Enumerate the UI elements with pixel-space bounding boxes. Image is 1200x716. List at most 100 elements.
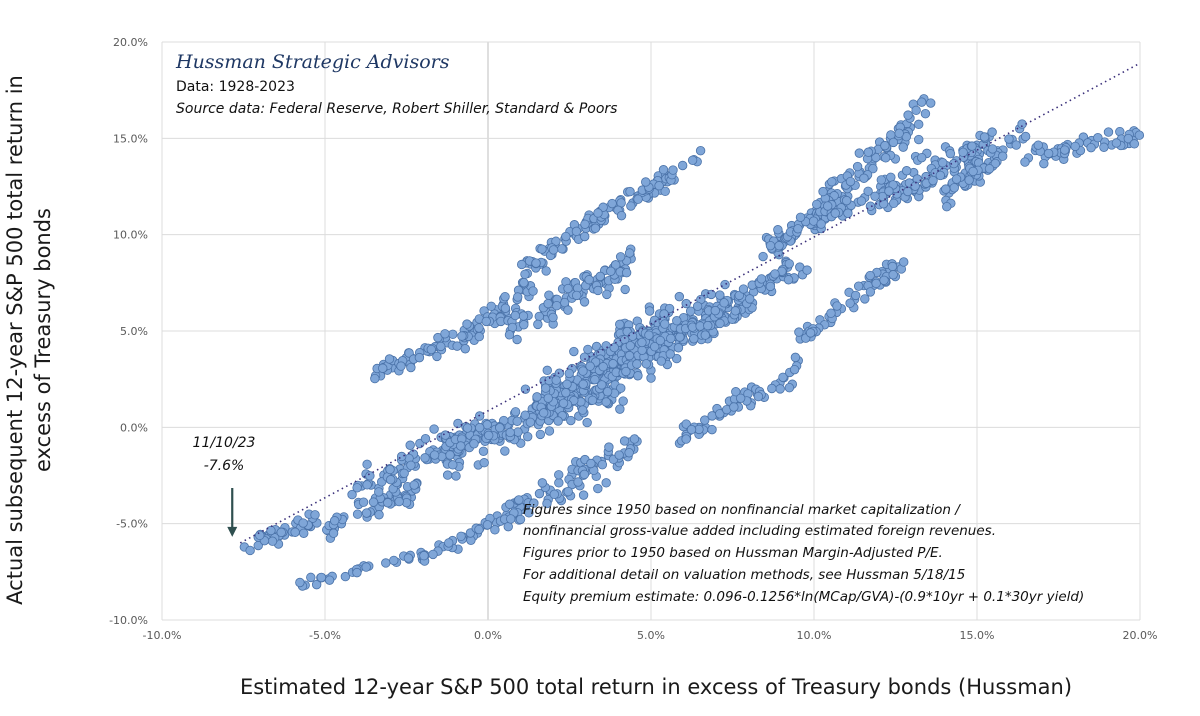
- data-point: [1134, 130, 1145, 140]
- data-point: [295, 577, 305, 588]
- data-point: [730, 306, 741, 316]
- data-point: [615, 404, 625, 414]
- data-point: [990, 158, 1001, 169]
- data-point: [474, 331, 484, 342]
- data-point: [816, 219, 826, 229]
- data-point: [442, 470, 453, 480]
- data-point: [856, 196, 867, 206]
- data-point: [584, 275, 594, 285]
- data-point: [832, 301, 842, 311]
- data-point: [554, 478, 564, 488]
- data-point: [481, 316, 491, 327]
- data-point: [627, 331, 638, 341]
- y-tick-label: -5.0%: [116, 518, 148, 531]
- data-point: [775, 384, 785, 394]
- data-point: [528, 286, 538, 296]
- data-point: [926, 98, 936, 108]
- data-point: [365, 471, 375, 481]
- data-point: [827, 177, 837, 187]
- data-point: [245, 545, 255, 556]
- data-point: [352, 483, 362, 493]
- y-axis-title-line-1: Actual subsequent 12-year S&P 500 total …: [3, 75, 27, 605]
- data-point: [515, 514, 526, 525]
- data-point: [362, 459, 372, 470]
- data-point: [853, 281, 864, 291]
- data-point: [495, 423, 505, 433]
- data-point: [773, 225, 783, 235]
- data-point: [590, 223, 601, 233]
- data-point: [512, 416, 522, 426]
- data-point: [563, 486, 573, 497]
- data-point: [429, 450, 440, 460]
- data-point: [778, 372, 788, 382]
- data-point: [378, 363, 388, 373]
- data-point: [958, 147, 968, 158]
- data-point: [903, 186, 913, 197]
- data-point: [426, 344, 436, 355]
- data-point: [1020, 157, 1030, 167]
- data-point: [306, 572, 316, 583]
- x-tick-label: 15.0%: [960, 629, 995, 642]
- data-point: [579, 297, 590, 307]
- data-point: [677, 160, 688, 171]
- data-point: [456, 531, 466, 542]
- data-point: [655, 335, 665, 346]
- data-point: [462, 319, 472, 329]
- data-point: [826, 308, 836, 318]
- data-point: [898, 142, 908, 152]
- subtitle-data-range: Data: 1928-2023: [176, 79, 295, 95]
- data-point: [328, 528, 339, 538]
- data-point: [673, 343, 684, 353]
- data-point: [1039, 158, 1049, 169]
- data-point: [606, 266, 616, 276]
- data-point: [580, 231, 590, 242]
- data-point: [482, 520, 493, 530]
- data-point: [1103, 127, 1114, 137]
- data-point: [644, 306, 655, 316]
- data-point: [863, 147, 874, 157]
- data-point: [486, 301, 496, 312]
- data-point: [566, 415, 576, 426]
- data-point: [937, 157, 948, 168]
- data-point: [868, 163, 878, 174]
- data-point: [789, 364, 800, 375]
- x-tick-label: 20.0%: [1123, 629, 1158, 642]
- data-point: [554, 470, 564, 480]
- data-point: [406, 362, 416, 373]
- y-tick-label: 5.0%: [120, 325, 148, 338]
- data-point: [692, 301, 703, 311]
- data-point: [894, 128, 904, 139]
- data-point: [852, 161, 863, 172]
- data-point: [444, 538, 454, 548]
- data-point: [654, 181, 664, 191]
- data-point: [1111, 138, 1122, 148]
- data-point: [593, 208, 603, 218]
- data-point: [340, 571, 351, 582]
- data-point: [429, 424, 439, 434]
- data-point: [805, 328, 816, 338]
- data-point: [745, 294, 755, 304]
- data-point: [964, 175, 974, 185]
- data-point: [519, 320, 529, 330]
- data-point: [812, 199, 822, 210]
- data-point: [887, 261, 898, 272]
- data-point: [901, 166, 912, 176]
- data-point: [987, 144, 998, 154]
- data-point: [420, 453, 430, 463]
- data-point: [715, 409, 725, 419]
- data-point: [573, 477, 583, 487]
- y-tick-label: 10.0%: [113, 229, 148, 242]
- data-point: [928, 175, 938, 186]
- data-point: [517, 259, 527, 270]
- data-point: [457, 331, 467, 341]
- data-point: [911, 105, 921, 116]
- data-point: [403, 553, 414, 563]
- data-points: [239, 94, 1145, 591]
- data-point: [474, 323, 484, 333]
- data-point: [563, 283, 573, 294]
- data-point: [871, 278, 881, 289]
- data-point: [880, 140, 890, 151]
- data-point: [1086, 142, 1096, 153]
- y-tick-label: -10.0%: [109, 614, 148, 627]
- data-point: [899, 257, 909, 267]
